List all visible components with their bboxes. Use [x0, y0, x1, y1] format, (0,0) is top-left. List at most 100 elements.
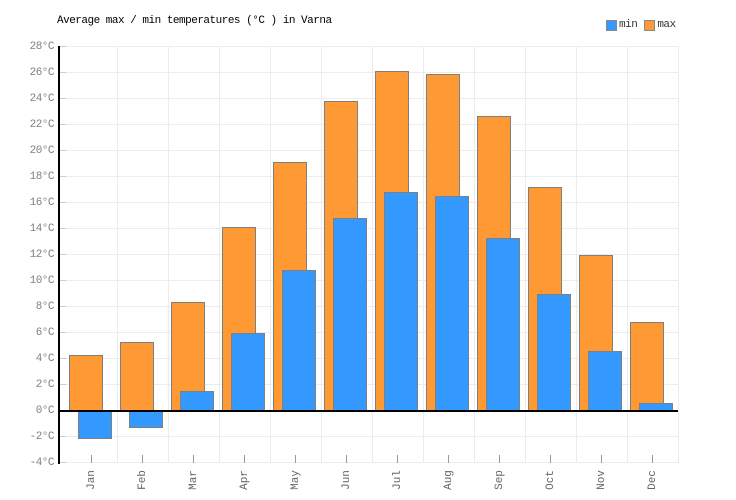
y-axis-tick-label: 22°C — [29, 118, 55, 131]
y-axis-tick — [59, 98, 66, 100]
h-gridline — [59, 98, 678, 100]
y-axis-tick — [59, 72, 66, 74]
y-axis-tick — [59, 384, 66, 386]
h-gridline — [59, 150, 678, 152]
v-gridline — [371, 46, 373, 463]
y-axis-tick — [59, 254, 66, 256]
y-axis-tick — [59, 150, 66, 152]
x-axis-tick — [346, 454, 347, 463]
legend-item-min[interactable]: min — [606, 19, 638, 31]
h-gridline — [59, 384, 678, 386]
v-gridline — [269, 46, 271, 463]
h-gridline — [59, 176, 678, 178]
bar-min-sep[interactable] — [485, 237, 520, 411]
h-gridline — [59, 46, 678, 48]
bar-min-nov[interactable] — [587, 350, 622, 411]
chart-title: Average max / min temperatures (°C ) in … — [57, 15, 332, 27]
y-axis-tick — [59, 202, 66, 204]
x-axis-tick — [193, 454, 194, 463]
y-axis-tick-label: 2°C — [35, 378, 55, 391]
y-axis-tick — [59, 280, 66, 282]
x-axis-label: Jun — [340, 470, 353, 490]
x-axis-tick — [295, 454, 296, 463]
h-gridline — [59, 202, 678, 204]
h-gridline — [59, 72, 678, 74]
bar-max-jan[interactable] — [69, 354, 103, 411]
h-gridline — [59, 228, 678, 230]
legend-swatch-min-icon — [606, 19, 617, 31]
x-axis-zero-line — [59, 409, 678, 412]
v-gridline — [167, 46, 169, 463]
bar-min-jan[interactable] — [77, 410, 112, 440]
y-axis-tick-label: 26°C — [29, 66, 55, 79]
legend-label-max: max — [657, 19, 676, 31]
y-axis-line — [58, 45, 60, 464]
y-axis-tick-label: 20°C — [29, 144, 55, 157]
y-axis-tick-label: 6°C — [35, 326, 55, 339]
x-axis-label: Apr — [238, 470, 251, 490]
x-axis-tick — [652, 454, 653, 463]
bar-min-apr[interactable] — [230, 332, 265, 411]
x-axis-tick — [499, 454, 500, 463]
v-gridline — [320, 46, 322, 463]
x-axis-tick — [601, 454, 602, 463]
v-gridline — [524, 46, 526, 463]
y-axis-tick — [59, 462, 66, 464]
x-axis-tick — [244, 454, 245, 463]
v-gridline — [575, 46, 577, 463]
legend-label-min: min — [619, 19, 638, 31]
y-axis-tick — [59, 124, 66, 126]
x-axis-label: Nov — [595, 470, 608, 490]
h-gridline — [59, 280, 678, 282]
y-axis-tick-label: 18°C — [29, 170, 55, 183]
y-axis-tick-label: -2°C — [29, 430, 55, 443]
bar-min-feb[interactable] — [128, 410, 163, 428]
x-axis-label: Sep — [493, 470, 506, 490]
y-axis-tick-label: 24°C — [29, 92, 55, 105]
x-axis-label: Dec — [646, 470, 659, 490]
y-axis-tick — [59, 306, 66, 308]
bar-min-may[interactable] — [281, 270, 316, 411]
y-axis-tick-label: 12°C — [29, 248, 55, 261]
bar-min-jun[interactable] — [332, 218, 367, 411]
bar-min-oct[interactable] — [536, 293, 571, 411]
legend-swatch-max-icon — [644, 19, 656, 31]
bar-min-mar[interactable] — [179, 391, 214, 411]
y-axis-tick — [59, 332, 66, 334]
y-axis-tick-label: 8°C — [35, 300, 55, 313]
y-axis-tick-label: 28°C — [29, 40, 55, 53]
x-axis-tick — [448, 454, 449, 463]
bar-max-dec[interactable] — [630, 322, 664, 411]
y-axis-tick — [59, 358, 66, 360]
x-axis-label: Jul — [391, 470, 404, 490]
v-gridline — [473, 46, 475, 463]
v-gridline — [422, 46, 424, 463]
bar-max-feb[interactable] — [120, 341, 154, 411]
bar-min-jul[interactable] — [383, 192, 418, 411]
x-axis-label: Oct — [544, 470, 557, 490]
y-axis-tick-label: 0°C — [35, 404, 55, 417]
y-axis-tick-label: 10°C — [29, 274, 55, 287]
v-gridline — [116, 46, 118, 463]
h-gridline — [59, 436, 678, 438]
v-gridline — [626, 46, 628, 463]
y-axis-tick-label: 4°C — [35, 352, 55, 365]
bar-min-aug[interactable] — [434, 196, 469, 411]
h-gridline — [59, 124, 678, 126]
x-axis-tick — [397, 454, 398, 463]
x-axis-label: Aug — [442, 470, 455, 490]
x-axis-tick — [91, 454, 92, 463]
h-gridline — [59, 306, 678, 308]
x-axis-tick — [550, 454, 551, 463]
x-axis-label: Feb — [136, 470, 149, 490]
y-axis-tick-label: 16°C — [29, 196, 55, 209]
h-gridline — [59, 462, 678, 464]
legend-item-max[interactable]: max — [644, 19, 676, 31]
v-gridline — [677, 46, 679, 463]
y-axis-tick — [59, 46, 66, 48]
y-axis-tick-label: 14°C — [29, 222, 55, 235]
x-axis-label: Jan — [85, 470, 98, 490]
y-axis-tick-label: -4°C — [29, 456, 55, 469]
h-gridline — [59, 254, 678, 256]
